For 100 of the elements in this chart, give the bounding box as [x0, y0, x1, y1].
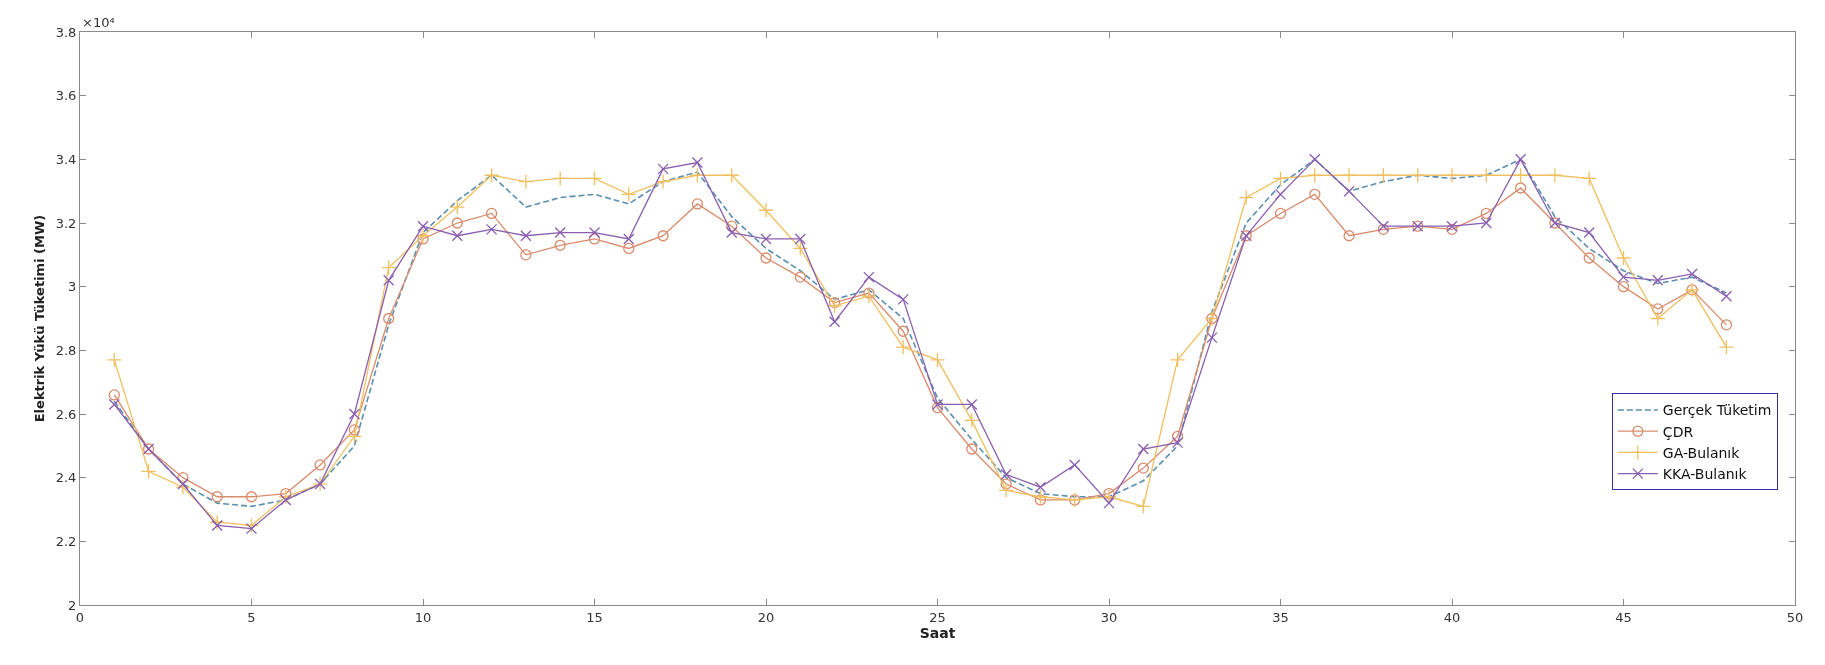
point — [177, 478, 189, 490]
y-tick-label: 3 — [68, 279, 77, 295]
point — [1444, 167, 1460, 183]
point — [209, 514, 225, 530]
point — [792, 240, 808, 257]
point — [1718, 339, 1735, 355]
point — [245, 522, 258, 535]
point — [1480, 217, 1492, 229]
point — [691, 198, 704, 210]
point — [794, 233, 806, 245]
x-tick-label: 35 — [1272, 609, 1289, 625]
point — [588, 233, 601, 245]
x-tick-label: 40 — [1443, 609, 1461, 625]
point — [245, 491, 258, 503]
text: ×10⁴ — [82, 15, 115, 30]
x-tick-label: 0 — [75, 609, 85, 625]
y-tick-label: 3.8 — [55, 24, 77, 40]
point — [1650, 310, 1666, 327]
point — [1410, 167, 1426, 183]
point — [1343, 230, 1355, 242]
point — [1309, 153, 1321, 165]
point — [348, 424, 361, 436]
point — [1103, 497, 1115, 509]
point — [1652, 274, 1664, 286]
point — [657, 230, 669, 242]
point — [1617, 271, 1630, 283]
point — [1514, 182, 1527, 194]
point — [1514, 153, 1527, 165]
y-tick-label: 3.2 — [55, 215, 77, 231]
point — [243, 517, 260, 534]
point — [623, 233, 635, 245]
point — [108, 398, 120, 411]
point — [1309, 188, 1321, 200]
point — [518, 173, 534, 190]
point — [451, 230, 463, 242]
x-tick-label: 20 — [757, 609, 775, 625]
x-tick-label: 50 — [1786, 609, 1804, 625]
point — [826, 298, 843, 314]
point — [1274, 207, 1287, 220]
point — [861, 288, 877, 304]
point — [1137, 462, 1149, 474]
point — [348, 408, 361, 420]
y-tick-label: 2.8 — [55, 342, 77, 358]
point — [724, 167, 740, 183]
point — [1034, 481, 1047, 493]
point — [758, 202, 774, 218]
point — [929, 352, 946, 368]
point — [1171, 437, 1184, 449]
point — [483, 167, 500, 183]
point — [314, 459, 326, 471]
point — [554, 239, 566, 251]
point — [346, 428, 363, 444]
point — [691, 156, 704, 169]
y-axis-title: Elektrik Yükü Tüketimi (MW) — [31, 214, 47, 423]
point — [1274, 188, 1287, 200]
point — [485, 223, 498, 236]
point — [1343, 185, 1355, 197]
point — [794, 271, 806, 283]
point — [1512, 167, 1529, 183]
point — [175, 479, 191, 495]
point — [895, 339, 911, 355]
point — [449, 199, 465, 215]
point — [1272, 170, 1289, 187]
point — [381, 259, 397, 276]
point — [966, 398, 978, 411]
point — [1583, 252, 1595, 264]
point — [280, 494, 292, 506]
point — [211, 519, 223, 532]
point — [964, 412, 980, 429]
point — [485, 207, 498, 220]
y-tick-label: 2.4 — [55, 470, 77, 486]
point — [1652, 303, 1664, 315]
point — [1000, 478, 1012, 490]
y-tick-label: 3.6 — [55, 88, 77, 104]
point — [1169, 352, 1186, 368]
y-tick-label: 3.4 — [55, 151, 77, 167]
point — [1032, 489, 1049, 505]
point — [1686, 268, 1698, 280]
point — [417, 220, 429, 232]
point — [828, 316, 841, 328]
point — [726, 226, 738, 239]
point — [383, 312, 395, 325]
x-tick-label: 25 — [929, 609, 946, 625]
point — [966, 443, 978, 455]
point — [1137, 443, 1149, 455]
point — [655, 173, 671, 190]
point — [1377, 223, 1390, 236]
point — [108, 389, 120, 401]
point — [621, 186, 637, 202]
point — [689, 167, 706, 183]
point — [863, 287, 875, 299]
point — [760, 252, 772, 264]
point — [1341, 167, 1357, 183]
point — [451, 217, 463, 229]
point — [1238, 189, 1254, 206]
y-tick-label: 2.2 — [55, 533, 77, 549]
point — [1720, 290, 1733, 302]
point — [726, 220, 738, 232]
x-tick-label: 15 — [586, 609, 603, 625]
point — [1583, 226, 1595, 239]
